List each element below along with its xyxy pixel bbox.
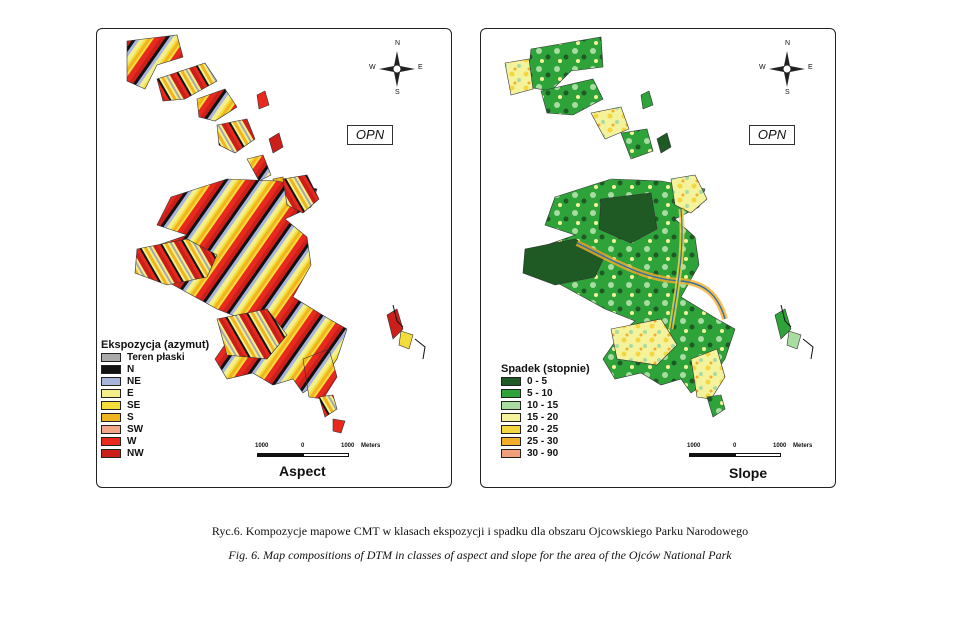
- legend-item: 5 - 10: [501, 387, 590, 399]
- legend-swatch: [501, 448, 521, 458]
- compass-n: N: [395, 40, 401, 47]
- scale-unit: Meters: [793, 443, 813, 449]
- scale-right: 1000: [341, 443, 355, 449]
- aspect-legend: Ekspozycja (azymut) Teren płaski N NE E SE S S…: [101, 339, 209, 459]
- legend-swatch: [101, 352, 121, 362]
- north-arrow-icon: N E S W: [369, 40, 423, 96]
- caption-english: Fig. 6. Map compositions of DTM in class…: [228, 548, 732, 562]
- legend-item: W: [101, 435, 209, 447]
- aspect-title: Aspect: [279, 463, 326, 479]
- legend-label: S: [127, 411, 134, 423]
- opn-logo: OPN: [749, 125, 795, 145]
- scale-mid: 0: [733, 443, 737, 449]
- opn-logo: OPN: [347, 125, 393, 145]
- legend-label: NW: [127, 447, 144, 459]
- legend-swatch: [101, 376, 121, 386]
- legend-item: 0 - 5: [501, 375, 590, 387]
- legend-label: N: [127, 363, 135, 375]
- aspect-map-panel: OPN N E S W Ekspozycja (azymut) Teren pł…: [96, 28, 452, 488]
- legend-swatch: [501, 400, 521, 410]
- scale-bar: 1000 0 1000 Meters: [687, 443, 812, 461]
- legend-swatch: [101, 388, 121, 398]
- legend-swatch: [501, 388, 521, 398]
- compass-e: E: [808, 64, 813, 71]
- scale-mid: 0: [301, 443, 305, 449]
- legend-swatch: [101, 436, 121, 446]
- legend-item: SE: [101, 399, 209, 411]
- legend-item: Teren płaski: [101, 351, 209, 363]
- scale-bar: 1000 0 1000 Meters: [255, 443, 380, 461]
- scale-left: 1000: [687, 443, 701, 449]
- legend-swatch: [501, 412, 521, 422]
- legend-label: SW: [127, 423, 144, 435]
- legend-label: 20 - 25: [527, 423, 559, 435]
- legend-title: Ekspozycja (azymut): [101, 339, 210, 351]
- compass-w: W: [759, 64, 766, 71]
- legend-item: 15 - 20: [501, 411, 590, 423]
- compass-e: E: [418, 64, 423, 71]
- north-arrow-icon: N E S W: [759, 40, 813, 96]
- legend-swatch: [101, 412, 121, 422]
- compass-n: N: [785, 40, 791, 47]
- scale-right: 1000: [773, 443, 787, 449]
- legend-label: Teren płaski: [127, 351, 185, 363]
- compass-s: S: [785, 89, 790, 96]
- legend-swatch: [101, 424, 121, 434]
- compass-w: W: [369, 64, 376, 71]
- legend-label: 10 - 15: [527, 399, 559, 411]
- legend-item: 25 - 30: [501, 435, 590, 447]
- legend-label: 0 - 5: [527, 375, 548, 387]
- legend-label: 5 - 10: [527, 387, 553, 399]
- legend-swatch: [101, 364, 121, 374]
- legend-label: W: [127, 435, 137, 447]
- legend-label: 15 - 20: [527, 411, 559, 423]
- aspect-map-regions: [126, 34, 414, 434]
- aspect-map: [126, 34, 426, 434]
- legend-label: NE: [127, 375, 141, 387]
- legend-item: 30 - 90: [501, 447, 590, 459]
- legend-swatch: [501, 376, 521, 386]
- slope-map: [504, 36, 814, 418]
- legend-item: 10 - 15: [501, 399, 590, 411]
- legend-label: SE: [127, 399, 141, 411]
- legend-item: NW: [101, 447, 209, 459]
- scale-unit: Meters: [361, 443, 381, 449]
- legend-label: E: [127, 387, 134, 399]
- compass-s: S: [395, 89, 400, 96]
- caption-polish: Ryc.6. Kompozycje mapowe CMT w klasach e…: [211, 524, 749, 538]
- legend-swatch: [101, 400, 121, 410]
- legend-item: SW: [101, 423, 209, 435]
- legend-swatch: [501, 436, 521, 446]
- legend-swatch: [501, 424, 521, 434]
- legend-title: Spadek (stopnie): [501, 363, 590, 375]
- legend-swatch: [101, 448, 121, 458]
- scale-left: 1000: [255, 443, 269, 449]
- slope-title: Slope: [729, 465, 768, 481]
- legend-label: 30 - 90: [527, 447, 559, 459]
- legend-label: 25 - 30: [527, 435, 559, 447]
- legend-item: S: [101, 411, 209, 423]
- legend-item: NE: [101, 375, 209, 387]
- legend-item: E: [101, 387, 209, 399]
- legend-item: N: [101, 363, 209, 375]
- legend-item: 20 - 25: [501, 423, 590, 435]
- slope-map-regions: [504, 36, 802, 418]
